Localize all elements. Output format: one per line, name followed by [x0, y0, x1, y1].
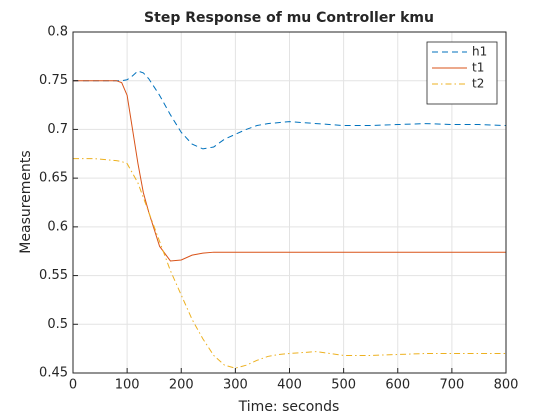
legend-label: t2 — [472, 77, 484, 91]
lines — [73, 70, 507, 369]
x-tick-label: 600 — [385, 378, 410, 393]
series-line — [73, 70, 507, 150]
y-tick-label: 0.6 — [47, 219, 68, 234]
y-tick-label: 0.7 — [47, 122, 68, 137]
legend-label: h1 — [472, 45, 487, 59]
x-tick-label: 100 — [115, 378, 140, 393]
series-line — [73, 158, 506, 369]
x-tick-label: 400 — [277, 378, 302, 393]
x-tick-label: 700 — [439, 378, 464, 393]
x-axis-label: Time: seconds — [238, 399, 340, 415]
y-tick-label: 0.75 — [39, 73, 68, 88]
x-tick-label: 800 — [494, 378, 519, 393]
y-tick-label: 0.45 — [39, 366, 68, 381]
y-axis-label: Measurements — [18, 150, 34, 253]
y-tick-label: 0.5 — [47, 317, 68, 332]
x-tick-label: 0 — [69, 378, 77, 393]
y-tick-label: 0.65 — [39, 171, 68, 186]
x-tick-label: 300 — [223, 378, 248, 393]
ticks: 0 100 200 300 400 500 600 700 800 0.45 0.5 0.55 0.6 0… — [39, 25, 518, 393]
x-tick-label: 500 — [331, 378, 356, 393]
x-tick-label: 200 — [169, 378, 194, 393]
chart-title: Step Response of mu Controller kmu — [144, 10, 434, 26]
series-line — [73, 80, 506, 262]
y-tick-label: 0.55 — [39, 268, 68, 283]
y-tick-label: 0.8 — [47, 25, 68, 40]
legend: h1 t1 t2 — [426, 41, 498, 105]
legend-label: t1 — [472, 61, 484, 75]
